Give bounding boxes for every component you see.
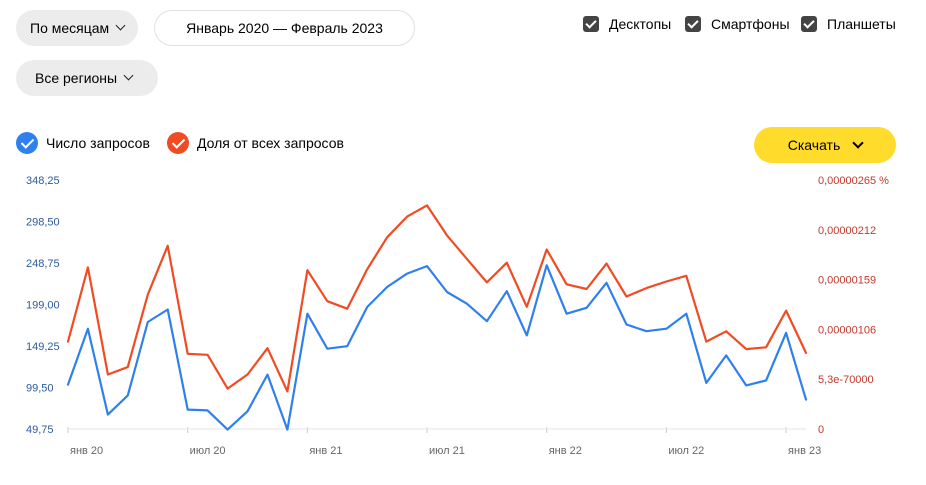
date-range-picker[interactable]: Январь 2020 — Февраль 2023 — [154, 10, 415, 46]
x-axis-tick-label: янв 23 — [788, 445, 821, 457]
region-select[interactable]: Все регионы — [16, 60, 158, 96]
checkbox-smartphones-label: Смартфоны — [711, 16, 790, 32]
check-circle-icon — [16, 132, 38, 154]
legend-toggle-share[interactable]: Доля от всех запросов — [167, 132, 344, 154]
series-line-requests — [66, 264, 808, 431]
left-axis-tick-label: 149,25 — [26, 341, 60, 353]
x-axis-tick-label: июл 20 — [190, 445, 226, 457]
left-axis-tick-label: 248,75 — [26, 258, 60, 270]
legend-toggle-requests[interactable]: Число запросов — [16, 132, 150, 154]
chevron-down-icon — [123, 70, 134, 81]
x-axis-ticks: янв 20 июл 20 янв 21 июл 21 янв 22 июл 22 янв … — [70, 445, 821, 457]
checkbox-smartphones[interactable]: Смартфоны — [685, 16, 790, 32]
right-axis-tick-label: 0 — [818, 424, 824, 436]
left-axis-tick-label: 298,50 — [26, 217, 60, 229]
right-axis-tick-label: 0,00000212 — [818, 225, 876, 237]
left-axis-tick-label: 348,25 — [26, 175, 60, 187]
x-axis-tick-label: янв 20 — [70, 445, 103, 457]
period-select[interactable]: По месяцам — [16, 10, 138, 46]
chevron-down-icon — [115, 20, 126, 31]
download-button[interactable]: Скачать — [754, 127, 896, 163]
chevron-down-icon — [852, 136, 864, 149]
checkbox-checked-icon — [685, 16, 701, 32]
x-axis-tick-label: июл 22 — [668, 445, 704, 457]
right-axis-ticks: 0 5,3e-70000 0,00000106 0,00000159 0,0000021… — [818, 175, 889, 436]
legend-share-label: Доля от всех запросов — [197, 135, 344, 151]
left-axis-ticks: 49,75 99,50 149,25 199,00 248,75 298,50 348,25 — [26, 175, 60, 436]
chart-gridlines — [67, 427, 806, 433]
checkbox-checked-icon — [583, 16, 599, 32]
download-button-label: Скачать — [787, 137, 841, 153]
requests-line-chart: 49,75 99,50 149,25 199,00 248,75 298,50 348,25… — [26, 175, 889, 457]
x-axis-tick-label: июл 21 — [429, 445, 465, 457]
right-axis-tick-label: 0,00000265 % — [818, 175, 889, 187]
check-circle-icon — [167, 132, 189, 154]
left-axis-tick-label: 99,50 — [26, 383, 54, 395]
right-axis-tick-label: 5,3e-70000 — [818, 374, 874, 386]
x-axis-tick-label: янв 22 — [549, 445, 582, 457]
legend-requests-label: Число запросов — [46, 135, 150, 151]
region-select-label: Все регионы — [35, 70, 118, 86]
left-axis-tick-label: 49,75 — [26, 424, 54, 436]
right-axis-tick-label: 0,00000159 — [818, 275, 876, 287]
x-axis-tick-label: янв 21 — [309, 445, 342, 457]
checkbox-checked-icon — [801, 16, 817, 32]
left-axis-tick-label: 199,00 — [26, 300, 60, 312]
checkbox-desktops[interactable]: Десктопы — [583, 16, 671, 32]
period-select-label: По месяцам — [30, 20, 110, 36]
checkbox-tablets[interactable]: Планшеты — [801, 16, 896, 32]
series-line-share — [66, 204, 808, 393]
checkbox-tablets-label: Планшеты — [827, 16, 896, 32]
right-axis-tick-label: 0,00000106 — [818, 324, 876, 336]
checkbox-desktops-label: Десктопы — [609, 16, 672, 32]
chart-series — [66, 204, 808, 431]
date-range-label: Январь 2020 — Февраль 2023 — [186, 20, 383, 36]
